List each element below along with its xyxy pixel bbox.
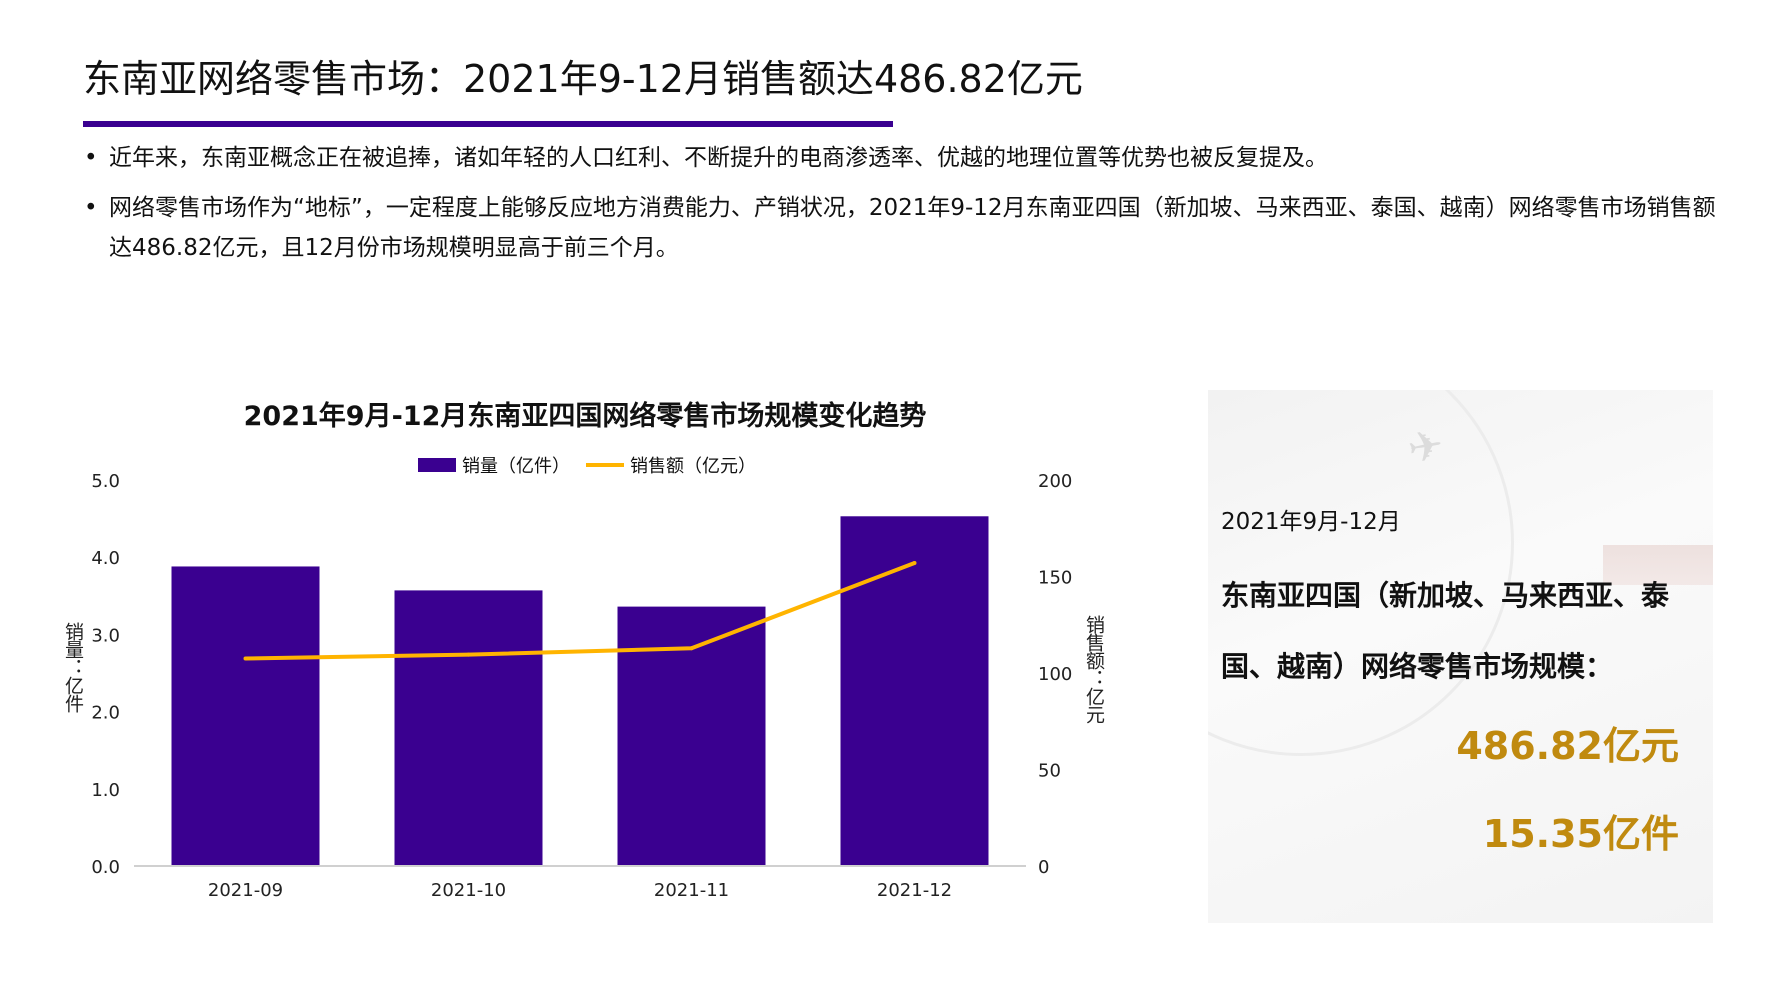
ship-graphic <box>1603 545 1713 585</box>
title-underline <box>83 121 893 127</box>
x-tick-label: 2021-11 <box>654 880 729 901</box>
legend-swatch-bar <box>418 458 456 472</box>
chart-title: 2021年9月-12月东南亚四国网络零售市场规模变化趋势 <box>243 401 927 432</box>
bar <box>394 590 543 866</box>
y-left-tick-label: 5.0 <box>91 471 120 492</box>
y-left-tick-label: 4.0 <box>91 548 120 569</box>
y-right-tick-label: 50 <box>1038 761 1061 782</box>
x-tick-label: 2021-10 <box>431 880 506 901</box>
y-left-tick-label: 0.0 <box>91 857 120 878</box>
page-title: 东南亚网络零售市场：2021年9-12月销售额达486.82亿元 <box>83 57 1083 101</box>
legend-swatch-line <box>586 463 624 467</box>
panel-description: 东南亚四国（新加坡、马来西亚、泰国、越南）网络零售市场规模： <box>1221 579 1670 683</box>
line-point <box>466 652 471 657</box>
sales-value: 486.82亿元 <box>1456 724 1679 768</box>
x-tick-label: 2021-09 <box>208 880 283 901</box>
line-point <box>689 646 694 651</box>
y-right-tick-label: 200 <box>1038 471 1072 492</box>
y-left-tick-label: 1.0 <box>91 780 120 801</box>
summary-panel: ✈ 2021年9月-12月 东南亚四国（新加坡、马来西亚、泰国、越南）网络零售市… <box>1208 390 1713 923</box>
y-right-axis-label: 销售额：亿元 <box>1083 615 1105 723</box>
y-right-tick-label: 150 <box>1038 568 1072 589</box>
y-right-tick-label: 100 <box>1038 664 1072 685</box>
bar <box>617 606 766 866</box>
bar <box>840 516 989 866</box>
sales-line <box>245 561 916 661</box>
y-left-tick-label: 3.0 <box>91 625 120 646</box>
chart-legend: 销量（亿件） 销售额（亿元） <box>418 452 756 478</box>
bullet-list: 近年来，东南亚概念正在被追捧，诸如年轻的人口红利、不断提升的电商渗透率、优越的地… <box>82 138 1722 278</box>
combo-chart: 0.0 1.0 2.0 3.0 4.0 5.0 0 50 100 150 200 2021-09 202… <box>91 471 1072 901</box>
legend-label-line: 销售额（亿元） <box>630 456 756 477</box>
y-right-tick-label: 0 <box>1038 857 1049 878</box>
volume-value: 15.35亿件 <box>1482 812 1679 856</box>
line-point <box>243 656 248 661</box>
y-left-tick-label: 2.0 <box>91 703 120 724</box>
bullet-item: 近年来，东南亚概念正在被追捧，诸如年轻的人口红利、不断提升的电商渗透率、优越的地… <box>82 138 1722 178</box>
panel-period: 2021年9月-12月 <box>1221 509 1401 535</box>
line-point <box>912 560 917 565</box>
bar <box>171 566 320 866</box>
bullet-item: 网络零售市场作为“地标”，一定程度上能够反应地方消费能力、产销状况，2021年9… <box>82 188 1722 268</box>
y-left-axis-label: 销量：亿件 <box>62 622 84 712</box>
x-tick-label: 2021-12 <box>877 880 952 901</box>
legend-label-bar: 销量（亿件） <box>462 456 570 477</box>
